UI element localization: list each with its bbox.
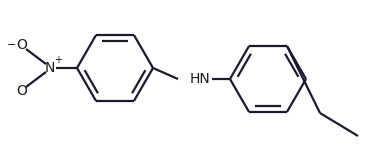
Text: O: O	[16, 84, 27, 98]
Text: −: −	[7, 40, 17, 50]
Text: N: N	[45, 61, 55, 75]
Text: O: O	[16, 38, 27, 52]
Text: +: +	[54, 55, 62, 65]
Text: HN: HN	[190, 72, 210, 86]
